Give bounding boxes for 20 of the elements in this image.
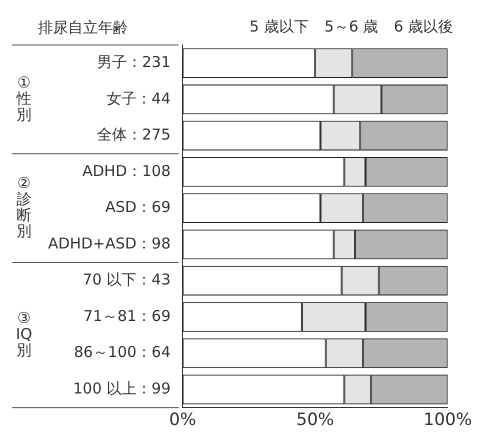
y-tick-label: 女子：44	[106, 89, 171, 108]
series-label: 6 歳以後	[394, 17, 453, 36]
x-tick-label: 100%	[423, 410, 472, 430]
x-tick-label: 0%	[169, 410, 196, 430]
series-label: 5～6 歳	[324, 17, 378, 36]
y-tick-label: 男子：231	[96, 53, 171, 72]
y-tick-label: 86～100：64	[74, 343, 171, 362]
y-tick-label: 70 以下：43	[82, 270, 171, 289]
series-label: 5 歳以下	[250, 17, 309, 36]
y-tick-label: 100 以上：99	[73, 379, 171, 398]
text: ③IQ別	[16, 308, 32, 359]
text: ②診断別	[16, 174, 32, 240]
y-tick-label: ASD：69	[105, 198, 171, 216]
y-tick-label: 71～81：69	[83, 306, 171, 325]
chart-title: 排尿自立年齢	[38, 18, 128, 36]
y-tick-label: ADHD：108	[82, 162, 171, 180]
y-tick-label: ADHD+ASD：98	[48, 234, 171, 252]
y-tick-label: 全体：275	[96, 126, 171, 144]
x-tick-label: 50%	[296, 410, 334, 430]
text: ①性別	[16, 73, 32, 124]
